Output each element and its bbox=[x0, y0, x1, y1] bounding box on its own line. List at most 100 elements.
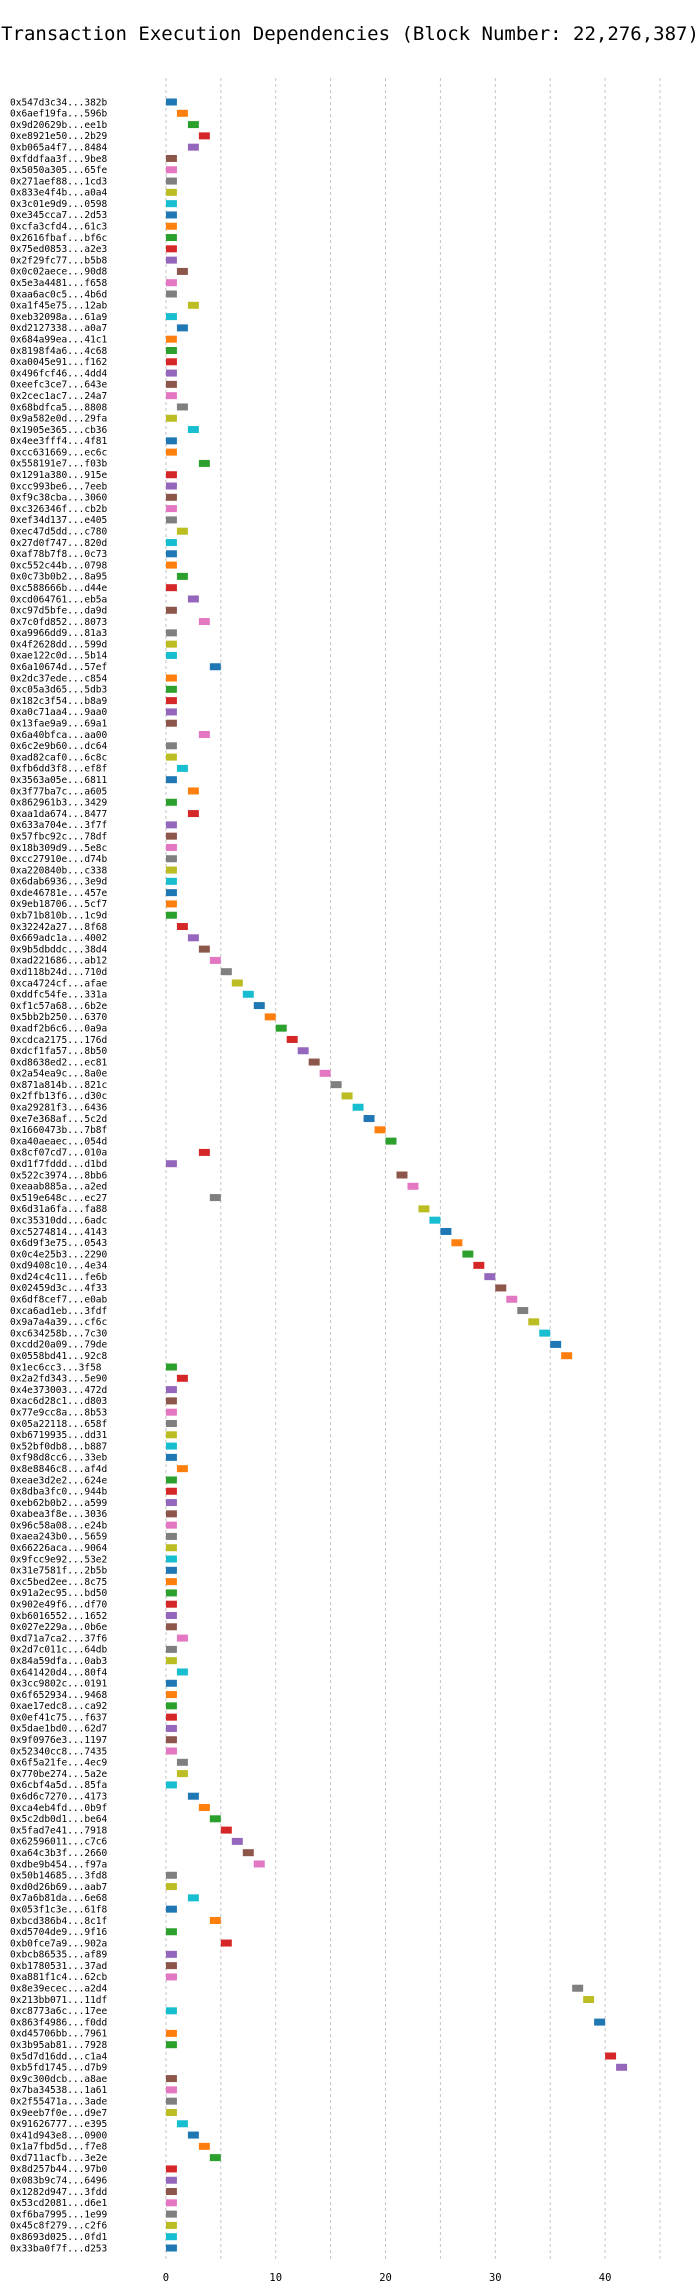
transaction-label: 0xf9c38cba...3060 bbox=[10, 493, 108, 504]
transaction-label: 0x0ef41c75...f637 bbox=[10, 1712, 107, 1723]
transaction-bar bbox=[187, 595, 199, 603]
transaction-bar bbox=[231, 1837, 243, 1845]
transaction-bar bbox=[165, 1386, 177, 1394]
transaction-bar bbox=[165, 1408, 177, 1416]
transaction-label: 0xae17edc8...ca92 bbox=[10, 1701, 107, 1712]
transaction-label: 0xad221686...ab12 bbox=[10, 956, 107, 967]
transaction-bar bbox=[165, 651, 177, 659]
transaction-bar bbox=[165, 2075, 177, 2083]
transaction-bar bbox=[165, 1702, 177, 1710]
transaction-label: 0xd1f7fddd...d1bd bbox=[10, 1159, 107, 1170]
transaction-label: 0x9f0976e3...1197 bbox=[10, 1735, 107, 1746]
transaction-bar bbox=[484, 1273, 496, 1281]
transaction-bar bbox=[176, 1770, 188, 1778]
transaction-label: 0xa0045e91...f162 bbox=[10, 357, 107, 368]
transaction-label: 0x9c300dcb...a8ae bbox=[10, 2074, 108, 2085]
transaction-label: 0x2ffb13f6...d30c bbox=[10, 1091, 107, 1102]
transaction-bar bbox=[561, 1352, 573, 1360]
transaction-bar bbox=[286, 1035, 298, 1043]
transaction-bar bbox=[165, 697, 177, 705]
transaction-bar bbox=[385, 1137, 397, 1145]
transaction-bar bbox=[165, 2007, 177, 2015]
transaction-label: 0xe345cca7...2d53 bbox=[10, 210, 107, 221]
transaction-bar bbox=[165, 1397, 177, 1405]
transaction-label: 0xcc993be6...7eeb bbox=[10, 481, 108, 492]
transaction-bar bbox=[374, 1126, 386, 1134]
transaction-bar bbox=[253, 1860, 265, 1868]
transaction-bar bbox=[275, 1024, 287, 1032]
transaction-label: 0xa9966dd9...81a3 bbox=[10, 628, 107, 639]
transaction-label: 0xcc27910e...d74b bbox=[10, 854, 108, 865]
x-tick-labels: 0 10 20 30 40 bbox=[163, 2272, 612, 2284]
transaction-bar bbox=[165, 1747, 177, 1755]
transaction-label: 0xcfa3cfd4...61c3 bbox=[10, 222, 107, 233]
transaction-label: 0xb1780531...37ad bbox=[10, 1961, 107, 1972]
transaction-bar bbox=[165, 313, 177, 321]
transaction-bar bbox=[165, 1431, 177, 1439]
transaction-bar bbox=[418, 1205, 430, 1213]
transaction-bar bbox=[165, 1589, 177, 1597]
transaction-bar bbox=[165, 437, 177, 445]
transaction-bar bbox=[165, 1973, 177, 1981]
transaction-label: 0x871a814b...821c bbox=[10, 1080, 107, 1091]
transaction-label: 0x9d20629b...ee1b bbox=[10, 120, 108, 131]
transaction-bar bbox=[165, 2221, 177, 2229]
transaction-label: 0xeefc3ce7...643e bbox=[10, 380, 108, 391]
transaction-label: 0x6a10674d...57ef bbox=[10, 662, 107, 673]
transaction-bar bbox=[165, 843, 177, 851]
transaction-label: 0x91626777...e395 bbox=[10, 2119, 107, 2130]
transaction-bar bbox=[242, 990, 254, 998]
transaction-bar bbox=[198, 132, 210, 140]
transaction-bar bbox=[429, 1216, 441, 1224]
transaction-bar bbox=[165, 188, 177, 196]
transaction-bar bbox=[594, 2018, 606, 2026]
transaction-bar bbox=[165, 821, 177, 829]
transaction-bar bbox=[176, 2120, 188, 2128]
transaction-bar bbox=[187, 810, 199, 818]
transaction-label: 0xeb62b0b2...a599 bbox=[10, 1498, 108, 1509]
transaction-bar bbox=[165, 2097, 177, 2105]
transaction-label: 0x52340cc8...7435 bbox=[10, 1746, 107, 1757]
transaction-label: 0xaa1da674...8477 bbox=[10, 809, 107, 820]
transaction-label: 0xeaab885a...a2ed bbox=[10, 1182, 107, 1193]
transaction-bar bbox=[165, 1962, 177, 1970]
transaction-bar bbox=[187, 1894, 199, 1902]
transaction-bar bbox=[165, 640, 177, 648]
transaction-bar bbox=[165, 1160, 177, 1168]
transaction-bar bbox=[209, 1815, 221, 1823]
transaction-label: 0x4ee3fff4...4f81 bbox=[10, 436, 108, 447]
transaction-label: 0xcd064761...eb5a bbox=[10, 594, 107, 605]
transaction-label: 0xd71a7ca2...37f6 bbox=[10, 1633, 108, 1644]
transaction-label: 0x182c3f54...b8a9 bbox=[10, 696, 108, 707]
transaction-label: 0x1ec6cc3...3f58 bbox=[10, 1362, 102, 1373]
transaction-label: 0xddfc54fe...331a bbox=[10, 990, 107, 1001]
y-tick-labels: 0x547d3c34...382b0x6aef19fa...596b0x9d20… bbox=[10, 97, 108, 2254]
transaction-bar bbox=[605, 2052, 617, 2060]
transaction-bar bbox=[165, 448, 177, 456]
transaction-label: 0x13fae9a9...69a1 bbox=[10, 719, 108, 730]
transaction-label: 0xf6ba7995...1e99 bbox=[10, 2209, 108, 2220]
transaction-label: 0xd8638ed2...ec81 bbox=[10, 1057, 108, 1068]
transaction-bar bbox=[220, 968, 232, 976]
transaction-bar bbox=[165, 1476, 177, 1484]
transaction-label: 0x6a40bfca...aa00 bbox=[10, 730, 108, 741]
transaction-bar bbox=[165, 1499, 177, 1507]
transaction-label: 0x9a7a4a39...cf6c bbox=[10, 1317, 107, 1328]
transaction-bar bbox=[176, 1758, 188, 1766]
transaction-bar bbox=[165, 1600, 177, 1608]
x-tick-label: 40 bbox=[599, 2272, 612, 2284]
transaction-bar bbox=[165, 538, 177, 546]
x-tick-label: 10 bbox=[269, 2272, 282, 2284]
transaction-label: 0xc05a3d65...5db3 bbox=[10, 685, 107, 696]
transaction-label: 0xeae3d2e2...624e bbox=[10, 1475, 108, 1486]
transaction-label: 0xec47d5dd...c780 bbox=[10, 527, 108, 538]
transaction-bar bbox=[198, 1804, 210, 1812]
transaction-bar bbox=[165, 369, 177, 377]
transaction-label: 0xf98d8cc6...33eb bbox=[10, 1453, 108, 1464]
transaction-bar bbox=[473, 1261, 485, 1269]
transaction-bar bbox=[330, 1081, 342, 1089]
transaction-label: 0xd9408c10...4e34 bbox=[10, 1261, 108, 1272]
transaction-label: 0x77e9cc8a...8b53 bbox=[10, 1407, 107, 1418]
transaction-label: 0x519e648c...ec27 bbox=[10, 1193, 107, 1204]
transaction-bar bbox=[165, 177, 177, 185]
